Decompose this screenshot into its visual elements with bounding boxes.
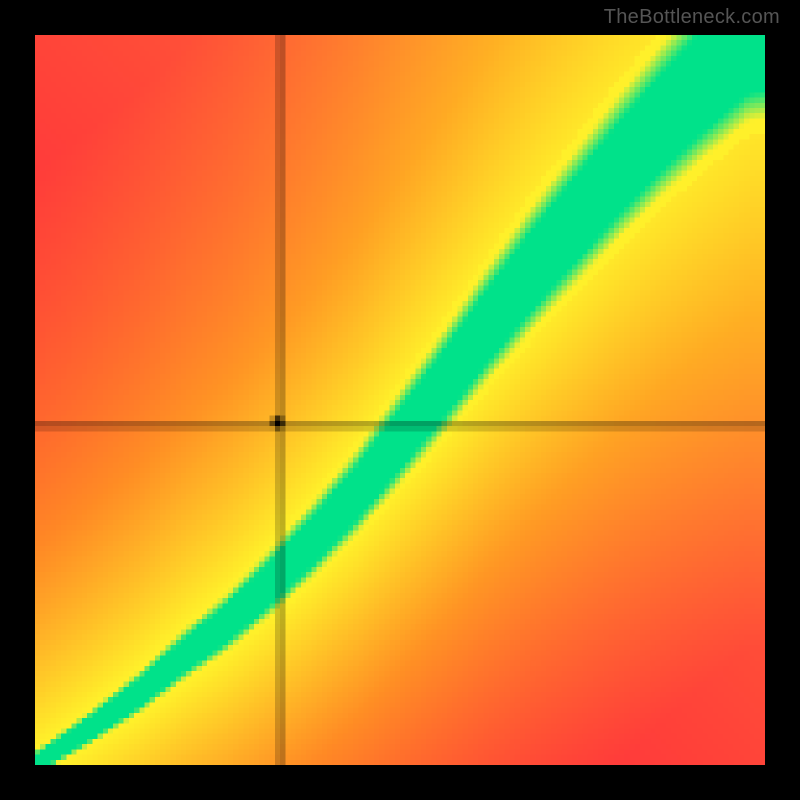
chart-container: TheBottleneck.com: [0, 0, 800, 800]
watermark-text: TheBottleneck.com: [604, 6, 780, 29]
heatmap-canvas: [35, 35, 765, 765]
